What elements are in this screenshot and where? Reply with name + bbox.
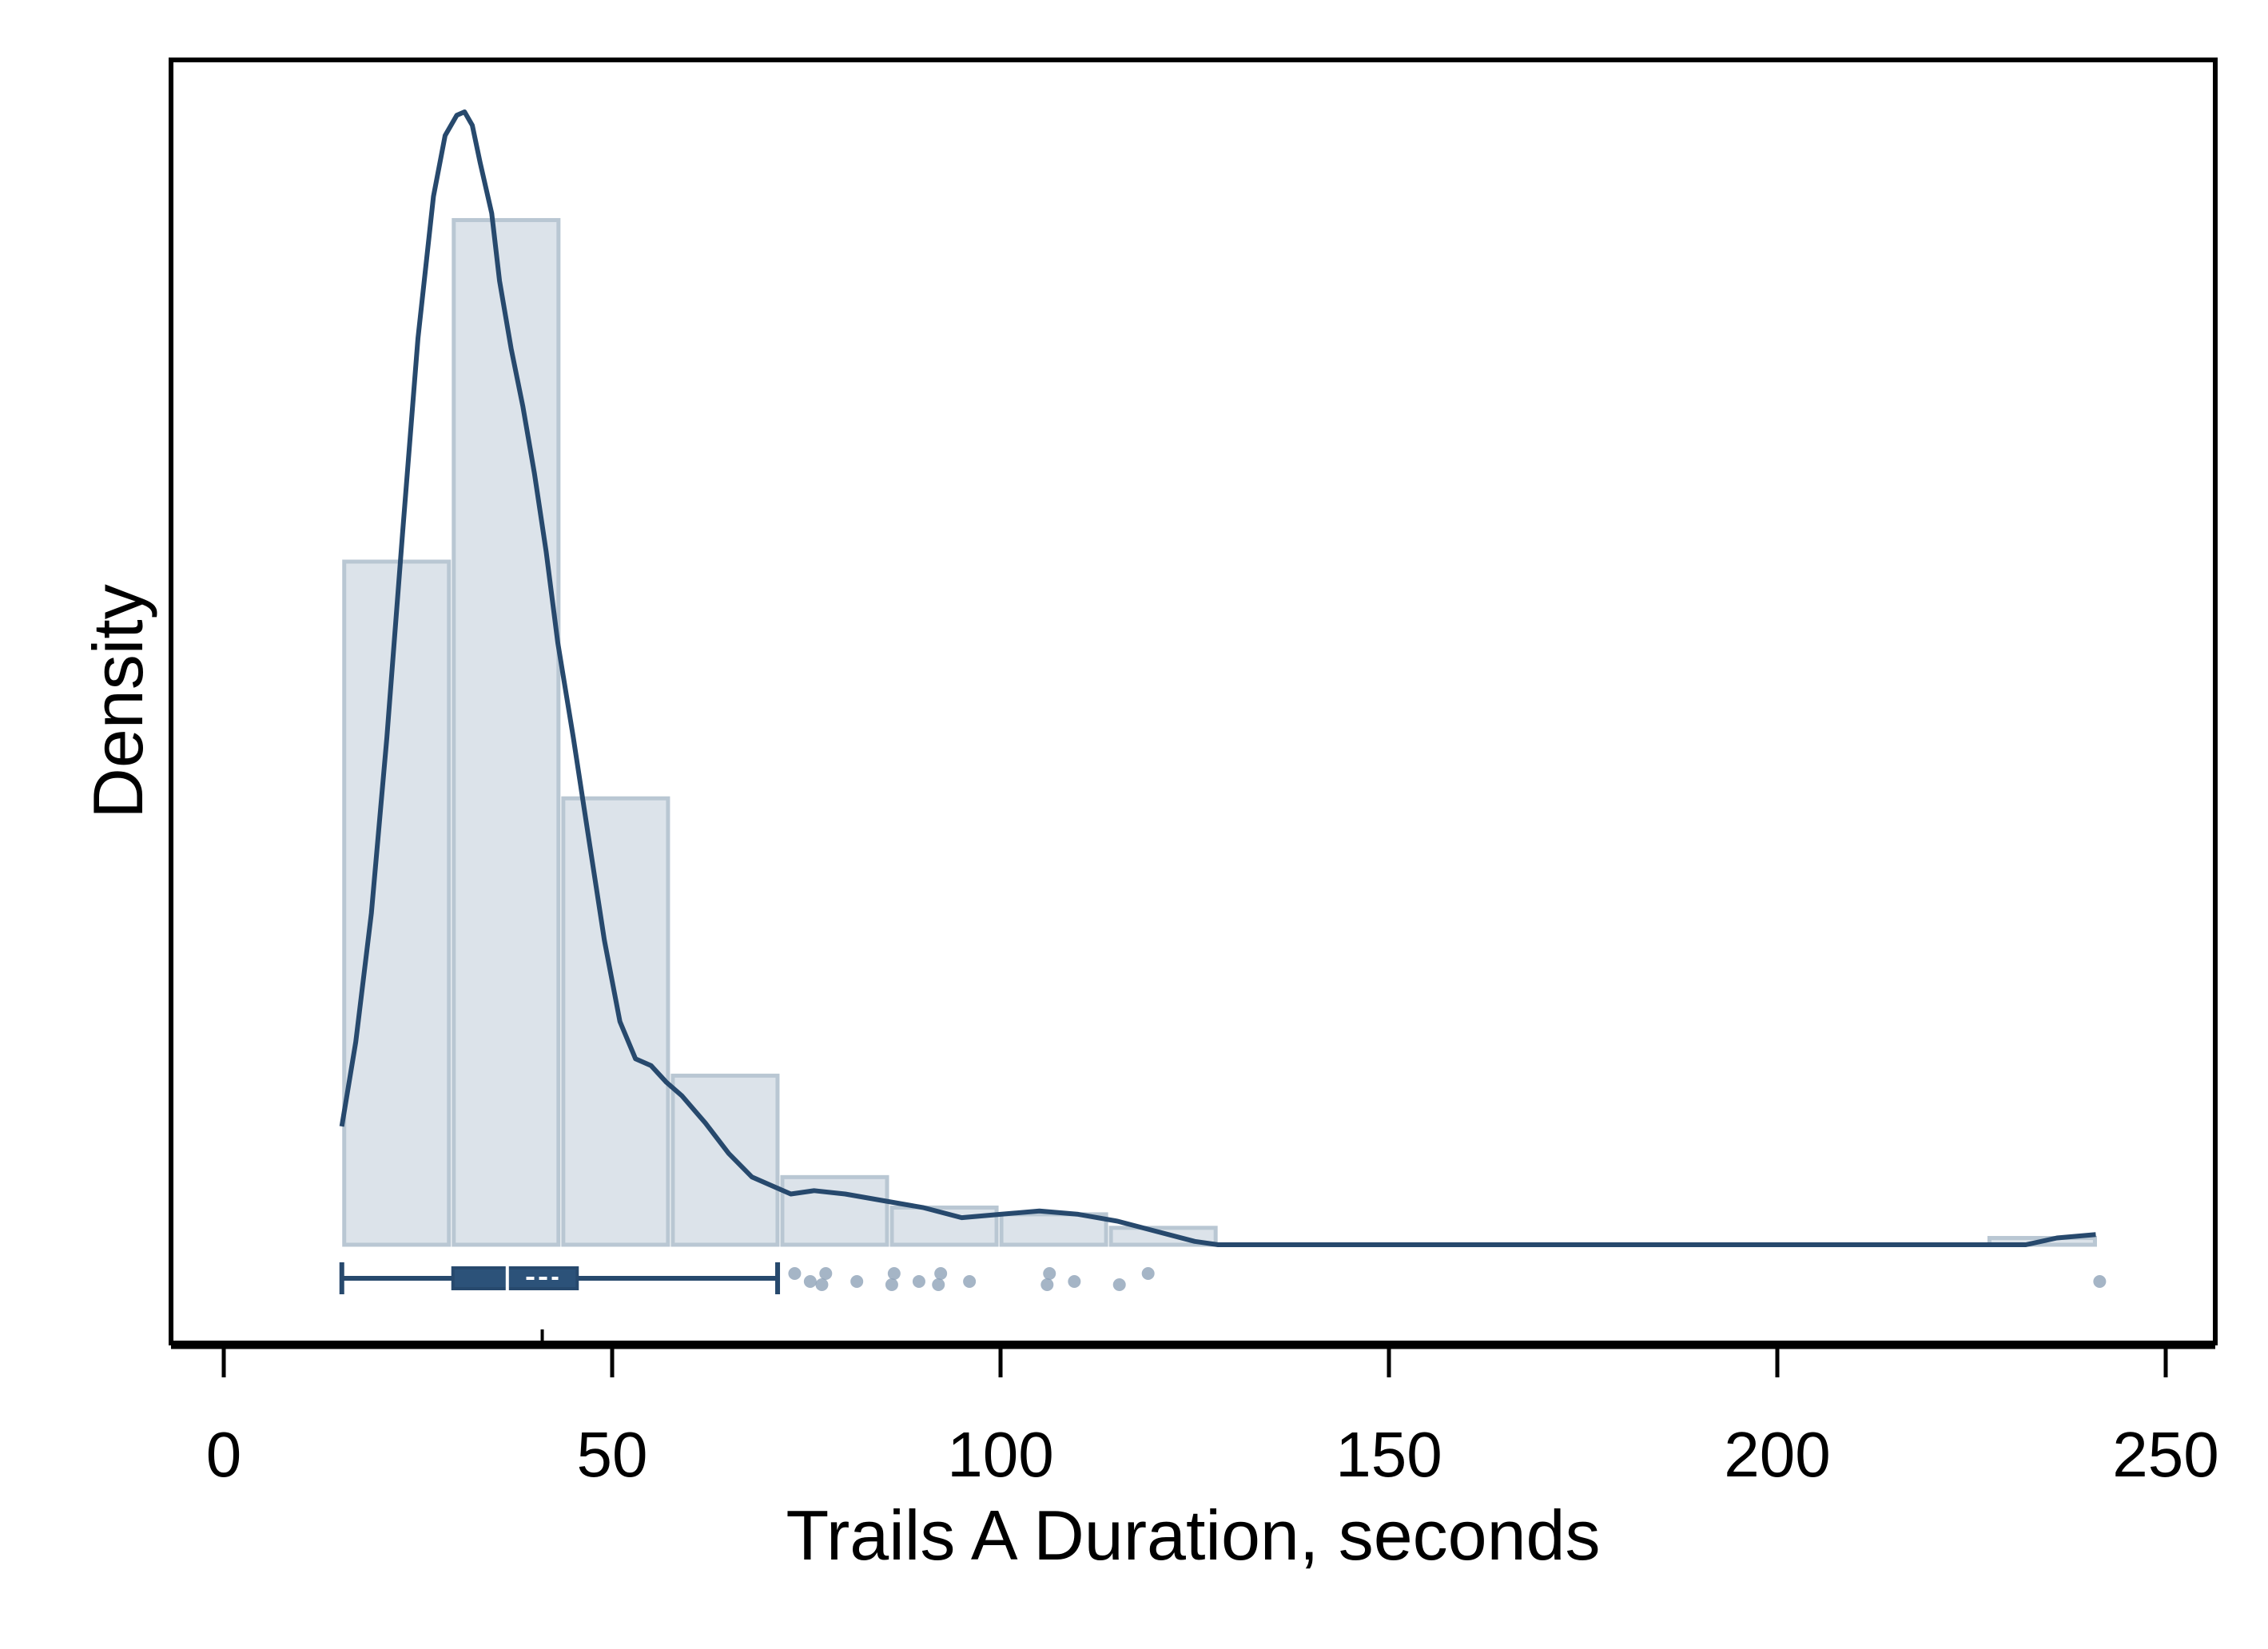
outlier-point-8 — [932, 1278, 945, 1291]
outlier-point-16 — [2093, 1275, 2107, 1288]
histogram-bar-4 — [780, 1174, 889, 1247]
x-tick-label-100: 100 — [947, 1419, 1053, 1490]
histogram-bar-2 — [561, 796, 670, 1247]
outlier-point-11 — [1040, 1278, 1054, 1291]
outlier-point-14 — [1112, 1278, 1126, 1291]
y-axis-title: Density — [78, 584, 157, 818]
x-tick-label-50: 50 — [577, 1419, 648, 1490]
histogram-bar-0 — [342, 559, 452, 1247]
outlier-point-1 — [803, 1275, 817, 1288]
outlier-point-5 — [885, 1278, 898, 1291]
histogram-bar-1 — [452, 217, 561, 1247]
outlier-point-15 — [1141, 1267, 1155, 1280]
outlier-point-10 — [963, 1275, 977, 1288]
x-tick-label-200: 200 — [1724, 1419, 1830, 1490]
x-tick-label-250: 250 — [2112, 1419, 2218, 1490]
boxplot-layer — [339, 1262, 2107, 1294]
density-curve — [339, 109, 2096, 1247]
x-tick-label-0: 0 — [206, 1419, 242, 1490]
outlier-point-3 — [819, 1267, 833, 1280]
x-axis: 0 50 100 150 200 250 — [171, 1329, 2219, 1490]
outlier-point-6 — [887, 1267, 901, 1280]
outlier-point-7 — [912, 1275, 925, 1288]
outlier-point-2 — [815, 1278, 829, 1291]
x-axis-title: Trails A Duration, seconds — [786, 1496, 1600, 1575]
outlier-point-0 — [788, 1267, 802, 1280]
outlier-point-12 — [1043, 1267, 1056, 1280]
iqr-box — [451, 1266, 579, 1290]
outlier-point-9 — [934, 1267, 948, 1280]
plot-frame — [169, 58, 2218, 1345]
histogram-bar-6 — [999, 1212, 1108, 1247]
x-tick-label-150: 150 — [1335, 1419, 1442, 1490]
outlier-point-13 — [1068, 1275, 1081, 1288]
density-curve-layer — [339, 109, 2096, 1247]
outlier-point-4 — [850, 1275, 864, 1288]
